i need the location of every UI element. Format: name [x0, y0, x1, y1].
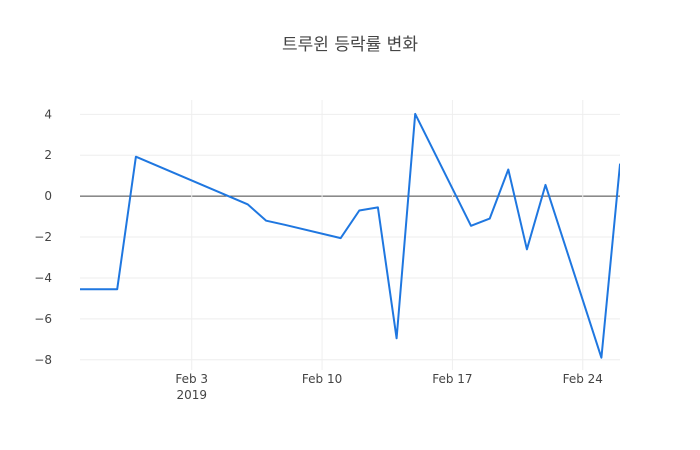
- y-tick-label: −4: [34, 271, 52, 285]
- y-tick-label: 2: [44, 148, 52, 162]
- y-tick-label: −8: [34, 353, 52, 367]
- y-tick-label: −2: [34, 230, 52, 244]
- x-axis-ticks: Feb 3 2019 Feb 10 Feb 17 Feb 24: [175, 372, 603, 402]
- series-line: [80, 112, 620, 359]
- x-tick-label: Feb 24: [563, 372, 603, 386]
- x-tick-sublabel: 2019: [176, 388, 207, 402]
- y-tick-label: 0: [44, 189, 52, 203]
- x-tick-label: Feb 17: [432, 372, 472, 386]
- y-tick-label: 4: [44, 107, 52, 121]
- gridlines: [80, 100, 620, 370]
- y-axis-ticks: 4 2 0 −2 −4 −6 −8: [34, 107, 52, 366]
- chart-title: 트루윈 등락률 변화: [282, 35, 418, 55]
- series-layer: [80, 112, 620, 359]
- y-tick-label: −6: [34, 312, 52, 326]
- x-tick-label: Feb 10: [302, 372, 342, 386]
- x-tick-label: Feb 3: [175, 372, 208, 386]
